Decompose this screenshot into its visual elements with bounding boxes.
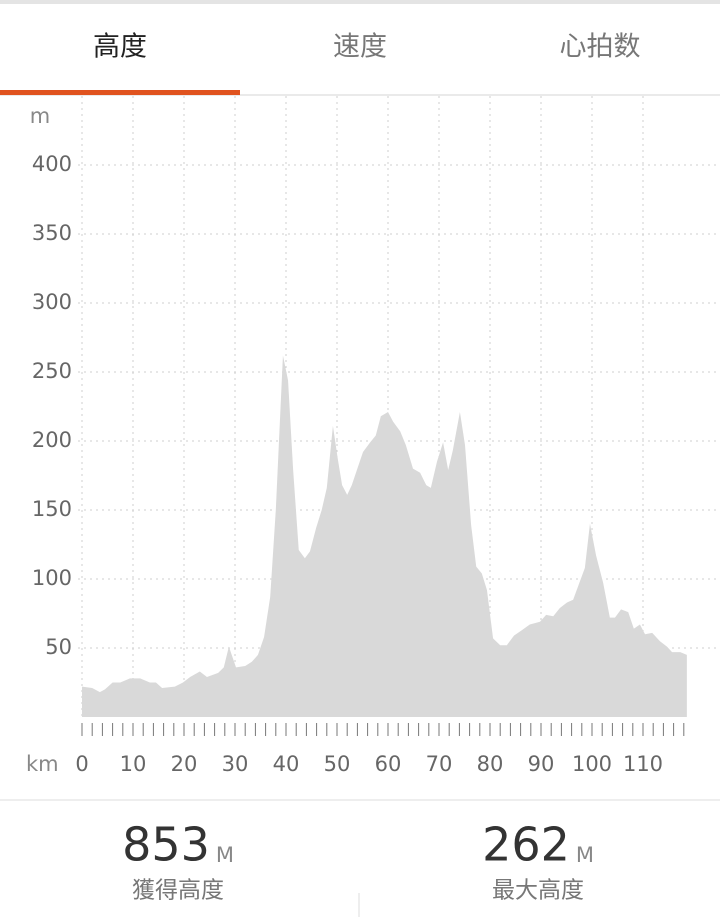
tab-label[interactable]: 高度 bbox=[93, 32, 147, 63]
x-tick-label: 70 bbox=[426, 752, 453, 776]
tab-indicator bbox=[0, 90, 240, 95]
x-unit: km bbox=[26, 752, 59, 776]
x-tick-label: 100 bbox=[572, 752, 612, 776]
y-tick-label: 350 bbox=[32, 221, 72, 245]
tab-label[interactable]: 速度 bbox=[333, 32, 387, 63]
x-tick-label: 50 bbox=[324, 752, 351, 776]
x-tick-label: 10 bbox=[120, 752, 147, 776]
stat-value: 853 bbox=[122, 818, 210, 872]
y-tick-label: 300 bbox=[32, 290, 72, 314]
y-tick-label: 150 bbox=[32, 497, 72, 521]
x-tick-label: 0 bbox=[75, 752, 88, 776]
stat-label: 最大高度 bbox=[492, 878, 584, 904]
x-tick-label: 80 bbox=[477, 752, 504, 776]
x-tick-label: 90 bbox=[528, 752, 555, 776]
x-tick-label: 30 bbox=[222, 752, 249, 776]
y-tick-label: 400 bbox=[32, 152, 72, 176]
top-shadow bbox=[0, 0, 720, 4]
y-tick-label: 50 bbox=[45, 635, 72, 659]
stat-unit: M bbox=[216, 843, 234, 867]
y-tick-label: 200 bbox=[32, 428, 72, 452]
x-tick-label: 60 bbox=[375, 752, 402, 776]
y-tick-label: 250 bbox=[32, 359, 72, 383]
x-tick-label: 40 bbox=[273, 752, 300, 776]
x-tick-label: 110 bbox=[623, 752, 663, 776]
elevation-area bbox=[82, 355, 687, 717]
stat-label: 獲得高度 bbox=[132, 878, 224, 904]
tab-label[interactable]: 心拍数 bbox=[560, 32, 641, 63]
y-tick-label: 100 bbox=[32, 566, 72, 590]
x-tick-label: 20 bbox=[171, 752, 198, 776]
stat-unit: M bbox=[576, 843, 594, 867]
stat-value: 262 bbox=[482, 818, 570, 872]
y-unit: m bbox=[30, 104, 50, 128]
